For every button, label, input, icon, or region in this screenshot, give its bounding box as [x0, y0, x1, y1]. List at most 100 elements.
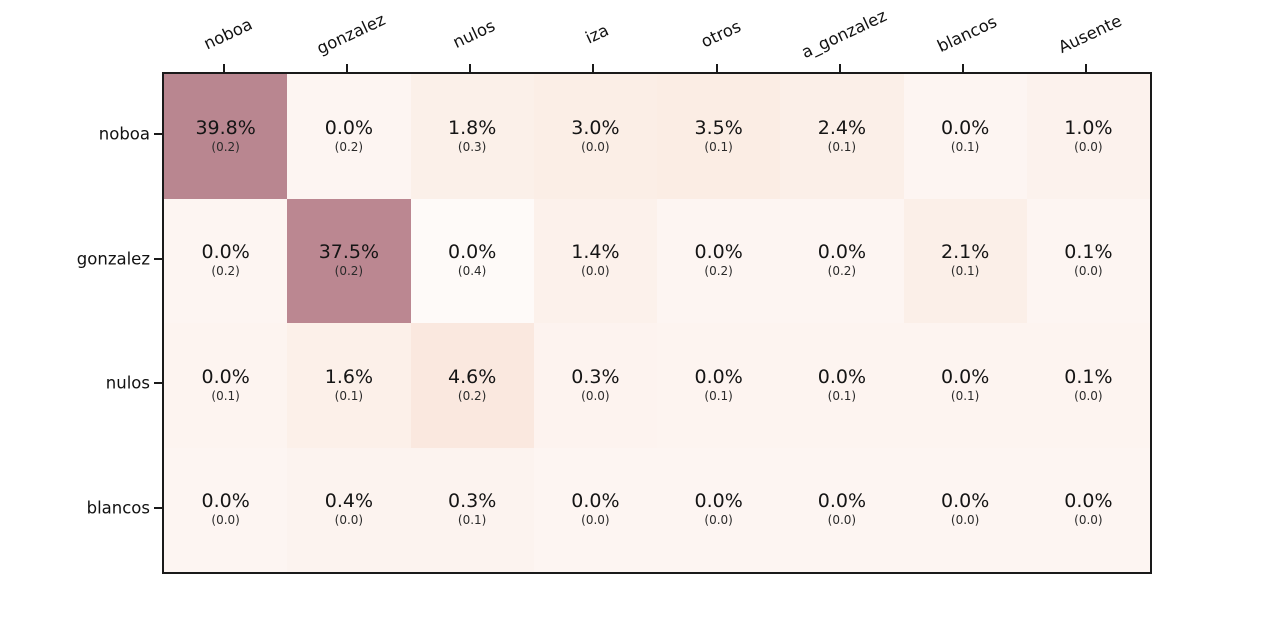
cell-sub-value: (0.0): [1074, 264, 1103, 279]
heatmap-cell: 0.0% (0.2): [287, 74, 411, 199]
x-axis-tick: [962, 64, 965, 72]
x-axis-label-text: iza: [582, 20, 612, 48]
heatmap-cell: 1.6% (0.1): [287, 323, 411, 448]
x-axis-label-text: gonzalez: [313, 9, 389, 59]
heatmap-cell: 37.5% (0.2): [287, 198, 411, 323]
heatmap-cell: 0.3% (0.1): [410, 447, 534, 572]
x-axis-tick: [1085, 64, 1088, 72]
y-axis-tick: [154, 257, 162, 260]
cell-sub-value: (0.0): [334, 513, 364, 528]
cell-sub-value: (0.1): [704, 388, 733, 403]
cell-sub-value: (0.2): [211, 139, 240, 154]
cell-percent-value: 39.8%: [195, 116, 256, 139]
x-axis-tick: [838, 64, 841, 72]
y-axis-label-blancos: blancos: [86, 498, 150, 518]
cell-sub-value: (0.1): [334, 388, 364, 403]
x-axis-tick: [222, 64, 225, 72]
cell-percent-value: 1.4%: [571, 241, 620, 264]
cell-percent-value: 0.0%: [201, 241, 250, 264]
cell-sub-value: (0.0): [1074, 139, 1103, 154]
cell-percent-value: 0.0%: [940, 365, 990, 388]
heatmap-cell: 0.0% (0.0): [780, 447, 904, 572]
heatmap-cell: 0.0% (0.1): [903, 74, 1027, 199]
x-axis-label-text: nulos: [450, 16, 499, 52]
cell-percent-value: 1.0%: [1064, 116, 1113, 139]
cell-sub-value: (0.2): [704, 264, 733, 279]
cell-sub-value: (0.0): [581, 264, 610, 279]
heatmap-cell: 0.0% (0.2): [780, 198, 904, 323]
cell-percent-value: 0.1%: [1064, 365, 1113, 388]
cell-sub-value: (0.1): [704, 139, 733, 154]
x-axis-tick: [345, 64, 348, 72]
heatmap-cell: 0.0% (0.1): [780, 323, 904, 448]
cell-sub-value: (0.2): [827, 264, 857, 279]
cell-percent-value: 2.4%: [817, 116, 867, 139]
x-axis-label-text: blancos: [934, 11, 1000, 57]
cell-sub-value: (0.0): [704, 513, 733, 528]
cell-percent-value: 3.5%: [694, 116, 743, 139]
heatmap-cell: 2.4% (0.1): [780, 74, 904, 199]
cell-sub-value: (0.1): [950, 139, 980, 154]
heatmap-cell: 0.3% (0.0): [533, 323, 657, 448]
cell-sub-value: (0.1): [457, 513, 487, 528]
cell-sub-value: (0.0): [1074, 388, 1103, 403]
heatmap-cell: 0.0% (0.2): [657, 198, 781, 323]
heatmap-cell: 1.0% (0.0): [1026, 74, 1150, 199]
cell-percent-value: 0.0%: [694, 365, 743, 388]
cell-sub-value: (0.0): [581, 388, 610, 403]
heatmap-cell: 2.1% (0.1): [903, 198, 1027, 323]
cell-percent-value: 0.0%: [817, 490, 867, 513]
x-axis-tick: [592, 64, 595, 72]
x-axis-tick: [469, 64, 472, 72]
heatmap-cell: 1.8% (0.3): [410, 74, 534, 199]
cell-sub-value: (0.1): [827, 388, 857, 403]
heatmap-cell: 0.0% (0.0): [164, 447, 288, 572]
heatmap-cell: 1.4% (0.0): [533, 198, 657, 323]
heatmap-cell-grid: 39.8% (0.2) 0.0% (0.2) 1.8% (0.3) 3.0% (0.0) 3.5…: [164, 74, 1150, 572]
cell-sub-value: (0.2): [334, 264, 364, 279]
heatmap-cell: 0.0% (0.0): [533, 447, 657, 572]
x-axis-label-text: otros: [697, 16, 744, 52]
cell-sub-value: (0.0): [581, 139, 610, 154]
heatmap-cell: 0.0% (0.0): [657, 447, 781, 572]
cell-sub-value: (0.2): [211, 264, 240, 279]
cell-percent-value: 0.3%: [447, 490, 497, 513]
cell-sub-value: (0.2): [457, 388, 487, 403]
cell-percent-value: 0.4%: [324, 490, 374, 513]
cell-percent-value: 0.0%: [817, 365, 867, 388]
x-axis-label-text: a_gonzalez: [798, 6, 890, 62]
cell-percent-value: 0.0%: [817, 241, 867, 264]
cell-sub-value: (0.1): [950, 264, 980, 279]
cell-percent-value: 37.5%: [318, 241, 380, 264]
heatmap-cell: 0.0% (0.1): [164, 323, 288, 448]
heatmap-cell: 4.6% (0.2): [410, 323, 534, 448]
heatmap-cell: 0.4% (0.0): [287, 447, 411, 572]
cell-percent-value: 0.1%: [1064, 241, 1113, 264]
heatmap-cell: 3.0% (0.0): [533, 74, 657, 199]
y-axis-tick: [154, 133, 162, 136]
x-axis-tick: [715, 64, 718, 72]
cell-sub-value: (0.0): [950, 513, 980, 528]
cell-percent-value: 0.0%: [571, 490, 620, 513]
cell-sub-value: (0.0): [581, 513, 610, 528]
heatmap-cell: 0.0% (0.0): [903, 447, 1027, 572]
x-axis-label-text: noboa: [200, 14, 255, 54]
y-axis-tick: [154, 382, 162, 385]
cell-sub-value: (0.1): [211, 388, 240, 403]
cell-percent-value: 0.0%: [940, 490, 990, 513]
cell-percent-value: 0.0%: [694, 490, 743, 513]
heatmap-cell: 39.8% (0.2): [164, 74, 288, 199]
heatmap-cell: 0.0% (0.2): [164, 198, 288, 323]
cell-sub-value: (0.4): [457, 264, 487, 279]
cell-sub-value: (0.0): [827, 513, 857, 528]
cell-percent-value: 1.8%: [447, 116, 497, 139]
cell-sub-value: (0.0): [211, 513, 240, 528]
heatmap-cell: 0.0% (0.1): [657, 323, 781, 448]
cell-percent-value: 0.0%: [1064, 490, 1113, 513]
cell-percent-value: 0.0%: [201, 490, 250, 513]
cell-sub-value: (0.2): [334, 139, 364, 154]
cell-sub-value: (0.1): [950, 388, 980, 403]
y-axis-tick: [154, 506, 162, 509]
cell-percent-value: 0.3%: [571, 365, 620, 388]
